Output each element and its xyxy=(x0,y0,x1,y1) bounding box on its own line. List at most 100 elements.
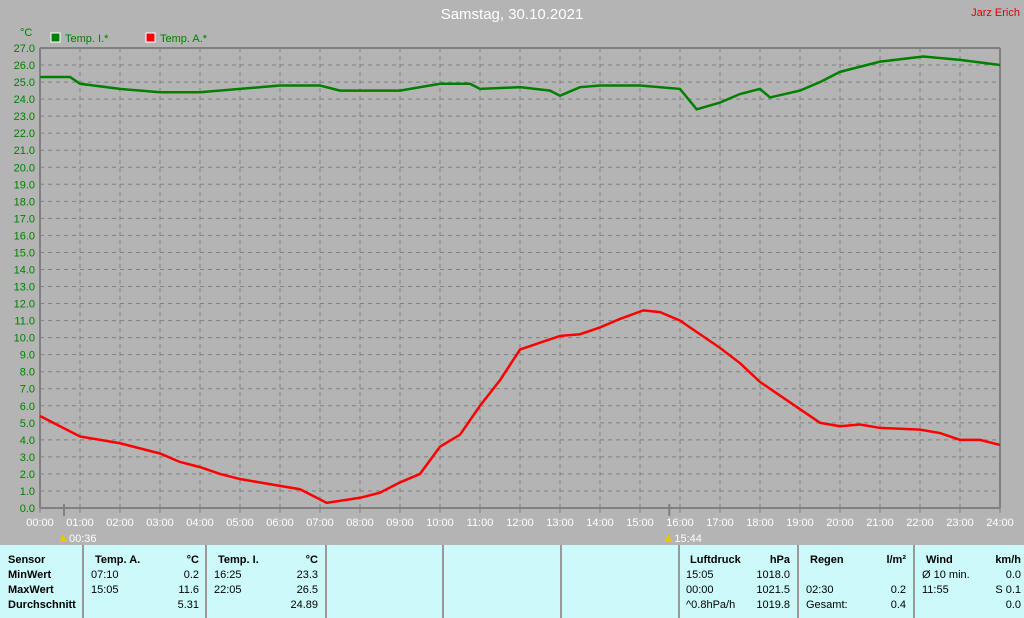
x-tick-label: 18:00 xyxy=(746,517,774,529)
regen-value: 0.2 xyxy=(890,584,906,596)
y-tick-label: 0.0 xyxy=(20,503,35,515)
column-divider xyxy=(560,545,562,618)
legend-swatch xyxy=(145,32,156,43)
x-tick-label: 11:00 xyxy=(467,517,494,529)
y-tick-label: 8.0 xyxy=(20,367,35,379)
temp-i-header: Temp. I. xyxy=(218,554,259,566)
wind-header: Wind xyxy=(926,554,953,566)
y-tick-label: 14.0 xyxy=(14,264,35,276)
x-tick-label: 08:00 xyxy=(346,517,374,529)
legend-label: Temp. I.* xyxy=(65,33,109,45)
regen-time: 02:30 xyxy=(806,584,834,596)
y-tick-label: 15.0 xyxy=(14,247,35,259)
luftdruck-value: 1019.8 xyxy=(756,599,790,611)
y-tick-label: 5.0 xyxy=(20,418,35,430)
y-axis-unit: °C xyxy=(20,27,32,39)
sensor-header: Sensor xyxy=(8,554,46,566)
y-tick-label: 23.0 xyxy=(14,111,35,123)
y-tick-label: 9.0 xyxy=(20,350,35,362)
temp-i-time: 22:05 xyxy=(214,584,242,596)
column-divider xyxy=(82,545,84,618)
y-tick-label: 24.0 xyxy=(14,94,35,106)
y-tick-label: 21.0 xyxy=(14,145,35,157)
x-tick-label: 17:00 xyxy=(706,517,734,529)
y-tick-label: 4.0 xyxy=(20,435,35,447)
temp-i-time: 16:25 xyxy=(214,569,242,581)
y-tick-label: 27.0 xyxy=(14,43,35,55)
x-tick-label: 22:00 xyxy=(906,517,934,529)
y-tick-label: 7.0 xyxy=(20,384,35,396)
wind-time: Ø 10 min. xyxy=(922,569,970,581)
temp-a-value: 5.31 xyxy=(177,599,199,611)
luftdruck-value: 1021.5 xyxy=(756,584,790,596)
column-divider xyxy=(678,545,680,618)
x-tick-label: 04:00 xyxy=(186,517,214,529)
y-tick-label: 10.0 xyxy=(14,333,35,345)
temp-a-time: 15:05 xyxy=(91,584,119,596)
series-line-temp-a xyxy=(39,309,1001,505)
luftdruck-time: ^0.8hPa/h xyxy=(686,599,736,611)
temp-i-unit: °C xyxy=(305,554,318,566)
wind-value: 0.0 xyxy=(1005,569,1021,581)
luftdruck-unit: hPa xyxy=(769,554,790,566)
temp-a-time: 07:10 xyxy=(91,569,119,581)
luftdruck-header: Luftdruck xyxy=(690,554,741,566)
y-tick-label: 13.0 xyxy=(14,282,35,294)
row-label: MinWert xyxy=(8,569,52,581)
y-tick-label: 3.0 xyxy=(20,452,35,464)
y-tick-label: 20.0 xyxy=(14,162,35,174)
chart-title: Samstag, 30.10.2021 xyxy=(440,6,584,23)
wind-time: 11:55 xyxy=(922,584,949,596)
marker-label: 15:44 xyxy=(674,533,702,545)
column-divider xyxy=(325,545,327,618)
y-tick-label: 12.0 xyxy=(14,299,35,311)
x-tick-label: 12:00 xyxy=(506,517,534,529)
luftdruck-time: 15:05 xyxy=(686,569,714,581)
y-tick-label: 16.0 xyxy=(14,230,35,242)
x-tick-label: 10:00 xyxy=(426,517,454,529)
x-tick-label: 16:00 xyxy=(666,517,694,529)
temp-a-header: Temp. A. xyxy=(95,554,141,566)
temperature-chart: 0.0 1.0 2.0 3.0 4.0 5.0 6.0 7.0 8.0 9.0 10.0 11.0 12… xyxy=(14,27,1014,545)
x-tick-label: 03:00 xyxy=(146,517,174,529)
legend-label: Temp. A.* xyxy=(160,33,208,45)
temp-a-value: 0.2 xyxy=(183,569,199,581)
x-tick-label: 24:00 xyxy=(986,517,1014,529)
regen-header: Regen xyxy=(810,554,844,566)
moonset-icon xyxy=(664,534,673,542)
luftdruck-time: 00:00 xyxy=(686,584,714,596)
series-line-temp-i xyxy=(40,55,1001,111)
x-tick-label: 00:00 xyxy=(26,517,54,529)
regen-time: Gesamt: xyxy=(806,599,848,611)
column-divider xyxy=(913,545,915,618)
luftdruck-value: 1018.0 xyxy=(756,569,790,581)
y-tick-label: 2.0 xyxy=(20,469,35,481)
x-tick-label: 13:00 xyxy=(546,517,574,529)
author-label: Jarz Erich xyxy=(971,7,1020,19)
y-tick-label: 1.0 xyxy=(20,486,35,498)
y-tick-label: 6.0 xyxy=(20,401,35,413)
x-tick-label: 01:00 xyxy=(66,517,94,529)
x-tick-label: 07:00 xyxy=(306,517,334,529)
y-tick-label: 11.0 xyxy=(14,316,35,328)
x-tick-label: 09:00 xyxy=(386,517,414,529)
x-tick-label: 23:00 xyxy=(946,517,974,529)
x-tick-label: 14:00 xyxy=(586,517,614,529)
temp-a-value: 11.6 xyxy=(178,584,199,596)
temp-i-value: 23.3 xyxy=(296,569,318,581)
y-tick-label: 22.0 xyxy=(14,128,35,140)
moonrise-icon xyxy=(59,534,67,542)
legend-swatch xyxy=(50,32,61,43)
wind-value: S 0.1 xyxy=(995,584,1021,596)
x-tick-label: 19:00 xyxy=(786,517,814,529)
y-tick-label: 17.0 xyxy=(14,213,35,225)
x-tick-label: 05:00 xyxy=(226,517,254,529)
marker-label: 00:36 xyxy=(69,533,97,545)
y-tick-label: 19.0 xyxy=(14,179,35,191)
x-tick-label: 21:00 xyxy=(866,517,894,529)
y-tick-label: 25.0 xyxy=(14,77,35,89)
x-tick-label: 06:00 xyxy=(266,517,294,529)
y-tick-label: 26.0 xyxy=(14,60,35,72)
column-divider xyxy=(205,545,207,618)
x-tick-label: 20:00 xyxy=(826,517,854,529)
